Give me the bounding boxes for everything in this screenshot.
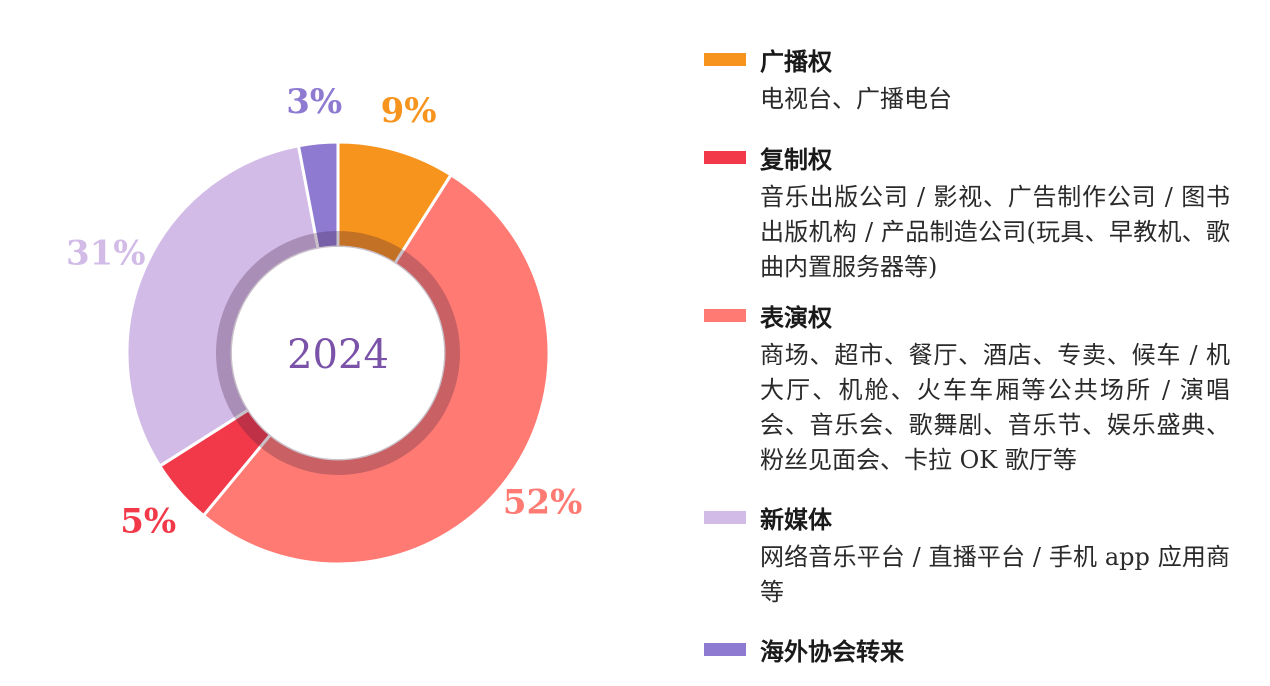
donut-slices bbox=[125, 140, 551, 566]
value-label-broadcast: 9% bbox=[381, 91, 437, 131]
legend-title: 广播权 bbox=[760, 46, 832, 76]
legend-swatch bbox=[704, 308, 746, 322]
legend-item-broadcast: 广播权 电视台、广播电台 bbox=[704, 42, 1244, 117]
value-label-overseas: 3% bbox=[286, 82, 342, 122]
slice-labels: 9% 52% 5% 31% 3% bbox=[66, 82, 582, 541]
legend-swatch bbox=[704, 52, 746, 66]
value-label-reproduction: 5% bbox=[120, 501, 176, 541]
legend-description: 音乐出版公司 / 影视、广告制作公司 / 图书出版机构 / 产品制造公司(玩具、… bbox=[760, 183, 1230, 281]
inner-shadow-ring bbox=[216, 231, 460, 475]
center-year-label: 2024 bbox=[287, 332, 389, 378]
donut-hole bbox=[232, 247, 444, 459]
value-label-performance: 52% bbox=[503, 483, 583, 523]
legend-swatch bbox=[704, 150, 746, 164]
legend-description: 电视台、广播电台 bbox=[760, 85, 952, 113]
donut-chart: 9% 52% 5% 31% 3% 2024 bbox=[66, 82, 582, 566]
legend-item-overseas: 海外协会转来 bbox=[704, 632, 1244, 666]
legend-title: 表演权 bbox=[760, 302, 832, 332]
legend-item-new-media: 新媒体 网络音乐平台 / 直播平台 / 手机 app 应用商等 bbox=[704, 500, 1244, 610]
legend-swatch bbox=[704, 510, 746, 524]
legend-title: 海外协会转来 bbox=[760, 636, 904, 666]
legend-item-reproduction: 复制权 音乐出版公司 / 影视、广告制作公司 / 图书出版机构 / 产品制造公司… bbox=[704, 140, 1244, 285]
legend-item-performance: 表演权 商场、超市、餐厅、酒店、专卖、候车 / 机大厅、机舱、火车车厢等公共场所… bbox=[704, 298, 1244, 478]
legend-title: 新媒体 bbox=[760, 504, 832, 534]
legend-title: 复制权 bbox=[760, 144, 832, 174]
legend-swatch bbox=[704, 642, 746, 656]
legend-description: 商场、超市、餐厅、酒店、专卖、候车 / 机大厅、机舱、火车车厢等公共场所 / 演… bbox=[760, 341, 1230, 474]
value-label-new-media: 31% bbox=[66, 234, 146, 274]
legend-description: 网络音乐平台 / 直播平台 / 手机 app 应用商等 bbox=[760, 543, 1230, 606]
